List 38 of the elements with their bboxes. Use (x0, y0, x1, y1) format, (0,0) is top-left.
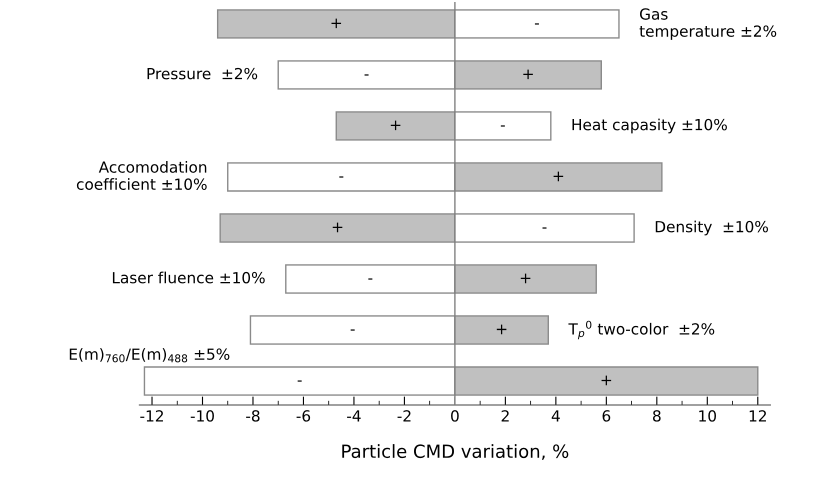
data-label: + (332, 222, 342, 232)
x-tick-label: 8 (652, 410, 661, 422)
data-label: - (534, 23, 539, 25)
data-label: + (554, 172, 564, 182)
x-tick-label: 10 (699, 410, 716, 422)
data-label: + (520, 274, 530, 284)
data-label: + (390, 120, 400, 130)
x-tick-label: -2 (398, 410, 411, 422)
y-tick-label: Gas temperature ±2% (640, 8, 776, 40)
x-tick-label: 4 (552, 410, 560, 422)
y-tick-label: Pressure ±2% (148, 68, 258, 80)
x-axis-title: Particle CMD variation, % (342, 444, 568, 460)
data-label: + (602, 376, 612, 386)
data-label: - (339, 176, 344, 178)
x-tick-label: 0 (451, 410, 459, 422)
data-label: + (331, 18, 342, 28)
x-tick-label: -4 (347, 410, 361, 422)
y-tick-label: Accomodation coefficient ±10% (76, 161, 207, 190)
x-tick-label: -8 (246, 410, 260, 422)
y-tick-label: Density ±10% (656, 220, 768, 236)
data-label: - (500, 125, 505, 127)
x-tick-label: 12 (750, 410, 766, 422)
data-label: + (523, 70, 533, 80)
data-label: - (542, 227, 547, 229)
data-label: - (350, 329, 355, 331)
x-tick-label: 6 (602, 410, 610, 422)
data-label: - (368, 278, 372, 280)
x-tick-label: -10 (190, 410, 214, 422)
y-tick-label: T$_{p}$$^{0}$ two-color ±2% (568, 320, 714, 340)
x-tick-label: -6 (296, 410, 310, 422)
y-tick-label: Laser fluence ±10% (112, 272, 265, 284)
data-label: - (364, 74, 369, 76)
data-label: - (298, 380, 302, 382)
annotation: E(m)$_{760}$/E(m)$_{488}$ ±5% (70, 348, 230, 362)
x-tick-label: -12 (140, 410, 163, 422)
x-tick-label: 2 (502, 410, 509, 422)
y-tick-label: Heat capasity ±10% (572, 118, 727, 134)
data-label: + (496, 324, 506, 334)
